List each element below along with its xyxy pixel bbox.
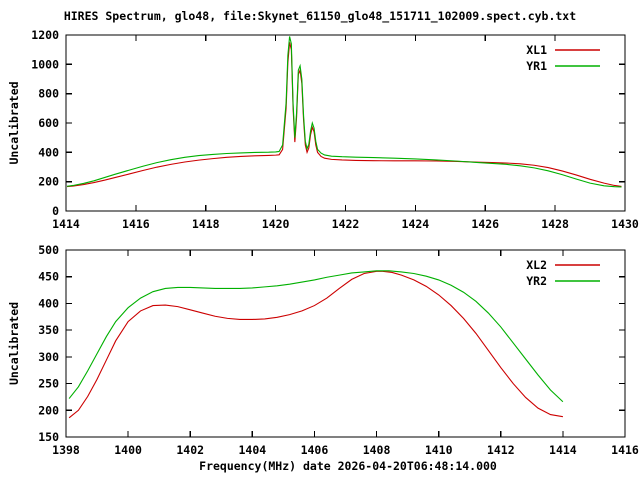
x-tick-label: 1412 [487,443,515,457]
y-tick-label: 1000 [31,57,59,71]
x-tick-label: 1414 [549,443,577,457]
y-tick-label: 150 [38,430,59,444]
y-tick-label: 400 [38,145,59,159]
y-tick-label: 800 [38,87,59,101]
x-axis-title-bottom: Frequency(MHz) date 2026-04-20T06:48:14.… [199,459,497,473]
chart-panel-top: 1414 1416 1418 1420 1422 1424 1426 1428 1430 0 200… [7,28,639,231]
legend-label-yr2: YR2 [526,274,547,288]
y-tick-label: 600 [38,116,59,130]
x-tick-label: 1420 [262,217,290,231]
x-tick-label: 1406 [301,443,329,457]
page-title: HIRES Spectrum, glo48, file:Skynet_61150… [64,9,576,24]
y-tick-label: 400 [38,296,59,310]
legend-label-xl2: XL2 [526,258,547,272]
y-tick-label: 450 [38,270,59,284]
x-tick-label: 1410 [425,443,453,457]
x-tick-label: 1408 [363,443,391,457]
y-tick-label: 500 [38,243,59,257]
x-tick-label: 1416 [122,217,150,231]
chart-panel-bottom: 1398 1400 1402 1404 1406 1408 1410 1412 1414 1416… [7,243,639,457]
y-tick-label: 200 [38,403,59,417]
x-tick-label: 1404 [238,443,266,457]
y-tick-label: 300 [38,350,59,364]
y-tick-label: 350 [38,323,59,337]
x-tick-label: 1424 [402,217,430,231]
y-axis-title: Uncalibrated [7,81,21,164]
y-tick-label: 250 [38,377,59,391]
x-tick-label: 1416 [611,443,639,457]
y-tick-label: 0 [52,204,59,218]
x-tick-label: 1418 [192,217,220,231]
x-tick-label: 1428 [541,217,569,231]
y-axis-title: Uncalibrated [7,302,21,385]
x-tick-label: 1430 [611,217,639,231]
x-tick-label: 1398 [52,443,80,457]
x-tick-label: 1426 [471,217,499,231]
x-tick-label: 1422 [332,217,360,231]
series-line-yr2 [68,270,564,403]
y-tick-label: 1200 [31,28,59,42]
x-tick-label: 1414 [52,217,80,231]
x-tick-label: 1402 [176,443,204,457]
y-tick-label: 200 [38,175,59,189]
legend-label-yr1: YR1 [526,59,547,73]
series-container [67,36,622,188]
series-container [68,270,564,419]
series-line-xl2 [68,270,563,419]
legend-label-xl1: XL1 [526,43,547,57]
x-tick-label: 1400 [114,443,142,457]
series-line-yr1 [67,36,622,188]
